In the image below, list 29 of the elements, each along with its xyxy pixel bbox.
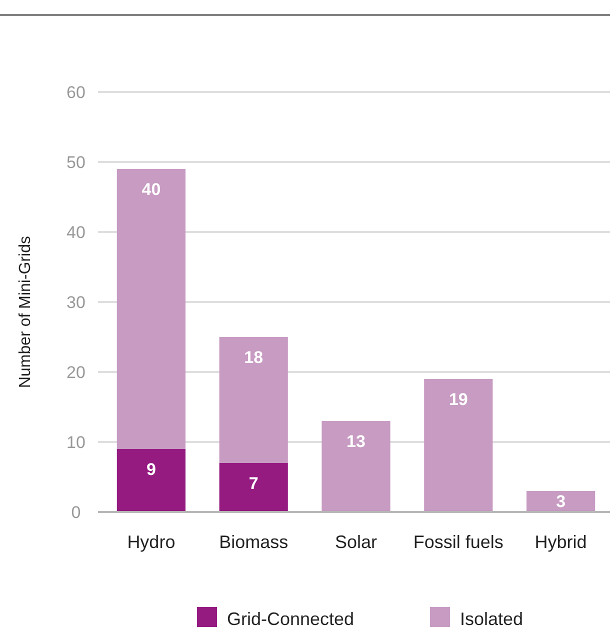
data-label: 18 [244, 348, 264, 367]
bar [219, 463, 288, 511]
legend-label: Isolated [460, 609, 524, 629]
y-tick-label: 40 [66, 223, 86, 242]
data-label: 9 [146, 460, 156, 479]
x-tick-label: Fossil fuels [413, 532, 504, 552]
data-label: 3 [556, 492, 566, 511]
x-tick-label: Biomass [219, 532, 288, 552]
y-tick-label: 20 [66, 363, 86, 382]
data-label: 7 [248, 474, 258, 493]
data-label: 19 [448, 390, 468, 409]
x-tick-label: Solar [334, 532, 378, 552]
y-tick-label: 10 [66, 433, 86, 452]
y-tick-label: 60 [66, 83, 86, 102]
x-tick-label: Hybrid [534, 532, 587, 552]
y-tick-label: 50 [66, 153, 86, 172]
data-label: 40 [142, 180, 161, 199]
bar [116, 169, 186, 449]
x-tick-label: Hydro [127, 532, 176, 552]
y-axis-title: Number of Mini-Grids [17, 236, 34, 388]
bar [526, 491, 596, 511]
data-label: 13 [346, 432, 366, 451]
bar [219, 337, 288, 463]
legend-label: Grid-Connected [227, 609, 354, 629]
bar [116, 449, 186, 511]
bar [424, 379, 493, 511]
bar [322, 421, 390, 511]
y-tick-label: 0 [71, 503, 81, 522]
y-tick-label: 30 [66, 293, 86, 312]
